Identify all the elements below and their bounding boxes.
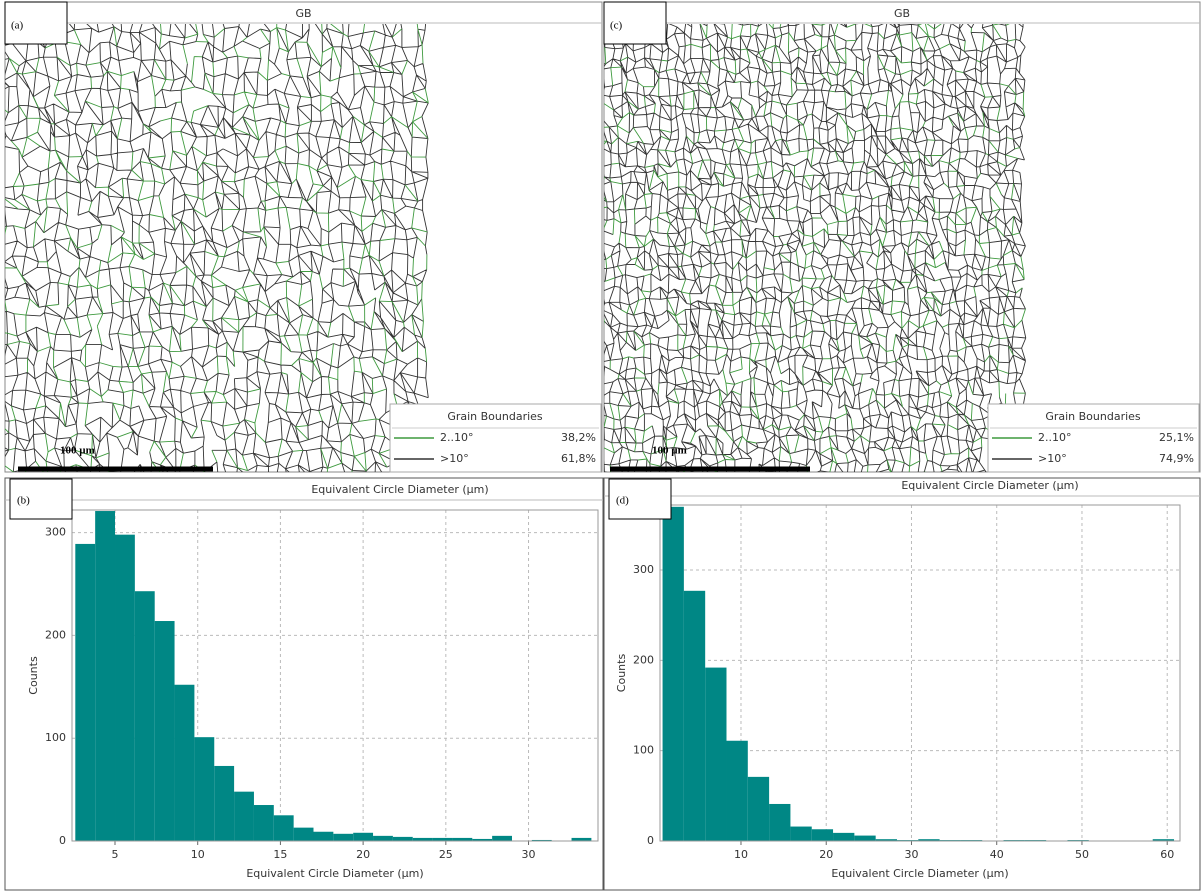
- bar: [1152, 839, 1175, 841]
- y-axis-label: Counts: [27, 656, 40, 695]
- bar: [726, 740, 748, 841]
- bar: [854, 835, 876, 841]
- y-tick-label: 300: [633, 563, 654, 576]
- bar: [705, 667, 727, 841]
- chart-title: Equivalent Circle Diameter (µm): [901, 479, 1078, 492]
- legend-value: 74,9%: [1159, 452, 1194, 465]
- bar: [95, 511, 116, 841]
- x-tick-label: 10: [734, 848, 748, 861]
- bar: [392, 836, 413, 841]
- panel-label-box: [9, 478, 73, 520]
- x-tick-label: 20: [819, 848, 833, 861]
- bar: [214, 765, 235, 841]
- bar: [833, 832, 855, 841]
- legend-value: 25,1%: [1159, 431, 1194, 444]
- bar: [75, 543, 96, 841]
- bar: [662, 506, 684, 841]
- bar: [452, 837, 473, 841]
- map-panel: GB (c) 100 µm Grain Boundaries 2..10° 25,1% >1…: [603, 1, 1201, 473]
- legend-value: 38,2%: [561, 431, 596, 444]
- x-tick-label: 30: [522, 848, 536, 861]
- map-title: GB: [894, 7, 910, 20]
- y-tick-label: 200: [45, 628, 66, 641]
- panel-label: (d): [616, 495, 629, 507]
- x-axis-label: Equivalent Circle Diameter (µm): [246, 867, 423, 880]
- grain-map: [604, 24, 1027, 472]
- chart-title: Equivalent Circle Diameter (µm): [311, 483, 488, 496]
- map-panel: GB (a) 100 µm Grain Boundaries 2..10° 38,2% >1…: [4, 1, 603, 473]
- panel-label: (c): [610, 20, 623, 32]
- bar: [293, 827, 314, 841]
- low-angle-boundaries: [604, 24, 1026, 472]
- x-tick-label: 50: [1075, 848, 1089, 861]
- legend-title: Grain Boundaries: [447, 410, 543, 423]
- bar: [174, 684, 195, 841]
- bar: [154, 621, 175, 841]
- bar: [234, 791, 254, 841]
- plot-frame: [659, 504, 1181, 842]
- bar: [373, 835, 393, 841]
- high-angle-boundaries: [604, 24, 1027, 472]
- bar: [769, 803, 791, 841]
- y-tick-label: 100: [45, 731, 66, 744]
- x-tick-label: 30: [904, 848, 918, 861]
- panel-label-box: [4, 1, 68, 45]
- bar: [811, 829, 834, 841]
- scale-bar-label: 100 µm: [652, 445, 687, 457]
- plot-frame: [71, 509, 599, 842]
- y-tick-label: 0: [59, 834, 66, 847]
- map-frame: [4, 1, 603, 473]
- y-tick-label: 200: [633, 653, 654, 666]
- scale-bar-label: 100 µm: [60, 445, 95, 457]
- bar: [747, 776, 770, 841]
- x-axis-label: Equivalent Circle Diameter (µm): [831, 867, 1008, 880]
- y-axis-label: Counts: [615, 654, 628, 693]
- bar: [313, 831, 334, 841]
- bar: [134, 591, 155, 841]
- legend-title: Grain Boundaries: [1045, 410, 1141, 423]
- legend-entry: 2..10°: [440, 431, 474, 444]
- bar: [412, 837, 433, 841]
- bar: [353, 832, 374, 841]
- bar: [492, 835, 512, 841]
- map-title: GB: [295, 7, 311, 20]
- bar: [273, 815, 294, 841]
- x-tick-label: 20: [356, 848, 370, 861]
- x-tick-label: 10: [191, 848, 205, 861]
- y-tick-label: 100: [633, 744, 654, 757]
- legend-entry: 2..10°: [1038, 431, 1072, 444]
- x-tick-label: 60: [1160, 848, 1174, 861]
- legend-entry: >10°: [440, 452, 469, 465]
- bar: [432, 837, 453, 841]
- panel-label-box: [608, 478, 672, 520]
- y-tick-label: 300: [45, 526, 66, 539]
- bar: [790, 826, 812, 841]
- panel-label-box: [603, 1, 667, 45]
- x-tick-label: 25: [439, 848, 453, 861]
- x-tick-label: 5: [112, 848, 119, 861]
- x-tick-label: 15: [273, 848, 287, 861]
- histogram-panel: Equivalent Circle Diameter (µm) 0 100 200 30…: [4, 477, 604, 891]
- high-angle-boundaries: [5, 24, 430, 472]
- bar: [875, 839, 897, 841]
- legend-value: 61,8%: [561, 452, 596, 465]
- histogram-panel: Equivalent Circle Diameter (µm) 0 100 200 30…: [603, 477, 1201, 891]
- x-tick-label: 40: [990, 848, 1004, 861]
- bar: [333, 833, 354, 841]
- panel-label: (b): [17, 495, 30, 507]
- bar: [472, 838, 493, 841]
- bar: [194, 737, 215, 841]
- y-tick-label: 0: [647, 834, 654, 847]
- bar: [531, 839, 552, 841]
- legend-entry: >10°: [1038, 452, 1067, 465]
- bar: [918, 839, 940, 841]
- bar: [253, 805, 274, 841]
- bar: [115, 534, 135, 841]
- panel-label: (a): [11, 20, 24, 32]
- bar: [683, 590, 706, 841]
- bar: [571, 837, 592, 841]
